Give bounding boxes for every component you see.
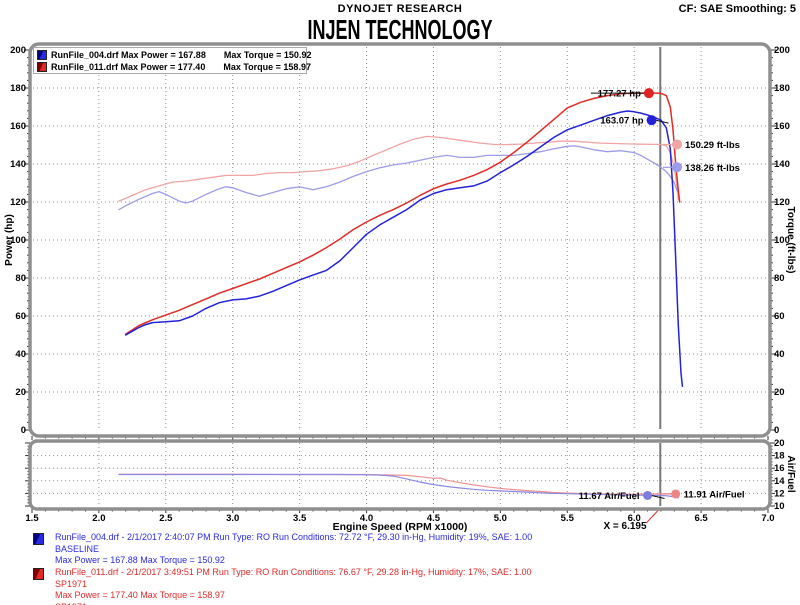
app-brand: DYNOJET RESEARCH [337, 3, 463, 15]
svg-text:0: 0 [774, 425, 779, 436]
annotation-dot [643, 88, 654, 99]
svg-text:5.5: 5.5 [561, 513, 575, 524]
svg-text:80: 80 [774, 273, 785, 284]
svg-text:3.5: 3.5 [293, 513, 307, 524]
svg-text:40: 40 [15, 349, 26, 360]
value-annotations: 177.27 hp 163.07 hp 150.29 ft-lbs 138.26 ft… [579, 88, 745, 502]
svg-text:100: 100 [774, 235, 790, 246]
svg-text:12: 12 [774, 488, 785, 499]
svg-text:20: 20 [15, 387, 26, 398]
svg-text:140: 140 [774, 159, 790, 170]
svg-text:180: 180 [10, 83, 26, 94]
torque-axis-title: Torque (ft-lbs) [785, 206, 796, 274]
run-color-swatch-red [33, 568, 44, 580]
svg-text:140: 140 [10, 159, 26, 170]
svg-text:2.0: 2.0 [92, 513, 105, 524]
run-color-swatch-blue [37, 50, 47, 60]
torque-runfile-004-curve [118, 145, 678, 211]
legend-run-torque: Max Torque = 150.92 [223, 50, 312, 60]
annotation-dot [646, 115, 657, 126]
afr-runfile-004-curve [118, 473, 679, 499]
svg-text:160: 160 [10, 121, 26, 132]
annotation-dot [672, 139, 683, 150]
page-title: INJEN TECHNOLOGY [307, 14, 493, 46]
svg-text:7.0: 7.0 [761, 513, 774, 524]
svg-text:2.5: 2.5 [159, 513, 173, 524]
svg-text:120: 120 [774, 197, 790, 208]
run-name: BASELINE [55, 543, 100, 554]
svg-text:3.0: 3.0 [226, 513, 239, 524]
annotation-label: 150.29 ft-lbs [685, 140, 740, 151]
legend-run-power: RunFile_011.drf Max Power = 177.40 [51, 62, 206, 72]
annotation-label: 11.67 Air/Fuel [579, 491, 640, 502]
run-footer: SP1971 [55, 602, 532, 605]
svg-text:20: 20 [774, 387, 785, 398]
run-stats: Max Power = 167.88 Max Torque = 150.92 [55, 555, 225, 565]
run-header: RunFile_004.drf - 2/1/2017 2:40:07 PM Ru… [55, 532, 533, 542]
svg-text:16: 16 [774, 463, 785, 474]
run-header: RunFile_011.drf - 2/1/2017 3:49:51 PM Ru… [55, 567, 532, 577]
afr-panel-border [28, 439, 772, 511]
svg-text:4.5: 4.5 [427, 513, 441, 524]
annotation-dot [671, 489, 681, 499]
axis-tick-labels: 0 0 20 20 40 40 60 60 80 80 100 100 120 120 140 140 160 1… [10, 45, 790, 524]
svg-text:120: 120 [10, 197, 26, 208]
annotation-dot [643, 490, 653, 500]
annotation-label: 11.91 Air/Fuel [684, 489, 745, 500]
run-stats: Max Power = 177.40 Max Torque = 158.97 [55, 590, 225, 600]
legend-run-power: RunFile_004.drf Max Power = 167.88 [51, 50, 206, 60]
run-color-swatch-blue [33, 533, 44, 545]
svg-text:200: 200 [10, 45, 26, 56]
legend-row-baseline: RunFile_004.drf Max Power = 167.88 Max T… [37, 49, 311, 61]
x-axis-title: Engine Speed (RPM x1000) [332, 521, 468, 533]
correction-smoothing-status: CF: SAE Smoothing: 5 [678, 3, 796, 15]
legend-row-sp1971: RunFile_011.drf Max Power = 177.40 Max T… [37, 61, 311, 73]
svg-text:0: 0 [21, 425, 26, 436]
svg-text:40: 40 [774, 349, 785, 360]
annotation-label: 163.07 hp [600, 116, 643, 127]
run-name: SP1971 [55, 578, 88, 589]
svg-text:100: 100 [10, 235, 26, 246]
svg-text:10: 10 [774, 501, 785, 512]
svg-text:200: 200 [774, 45, 790, 56]
svg-text:18: 18 [774, 451, 785, 462]
svg-text:4.0: 4.0 [360, 513, 373, 524]
annotation-label: 138.26 ft-lbs [685, 163, 740, 174]
svg-text:60: 60 [15, 311, 26, 322]
airfuel-axis-title: Air/Fuel [785, 455, 796, 493]
svg-text:6.5: 6.5 [694, 513, 708, 524]
svg-text:5.0: 5.0 [494, 513, 507, 524]
svg-text:1.5: 1.5 [25, 513, 39, 524]
svg-text:180: 180 [774, 83, 790, 94]
legend-run-torque: Max Torque = 158.97 [223, 62, 311, 72]
main-panel-border [28, 42, 772, 438]
svg-text:20: 20 [774, 438, 785, 449]
run-info-sp1971: RunFile_011.drf - 2/1/2017 3:49:51 PM Ru… [33, 567, 532, 605]
svg-text:160: 160 [774, 121, 790, 132]
annotation-label: 177.27 hp [598, 89, 641, 100]
svg-text:80: 80 [15, 273, 26, 284]
run-info-baseline: RunFile_004.drf - 2/1/2017 2:40:07 PM Ru… [33, 532, 532, 567]
torque-runfile-011-curve [118, 135, 679, 202]
power-axis-title: Power (hp) [4, 214, 15, 266]
svg-text:60: 60 [774, 311, 785, 322]
cursor-position-readout: X = 6.195 [603, 521, 647, 532]
svg-text:6.0: 6.0 [628, 513, 641, 524]
run-legend-box: RunFile_004.drf Max Power = 167.88 Max T… [33, 47, 311, 74]
annotation-dot [672, 162, 683, 173]
svg-text:14: 14 [774, 476, 785, 487]
run-color-swatch-red [37, 62, 47, 72]
